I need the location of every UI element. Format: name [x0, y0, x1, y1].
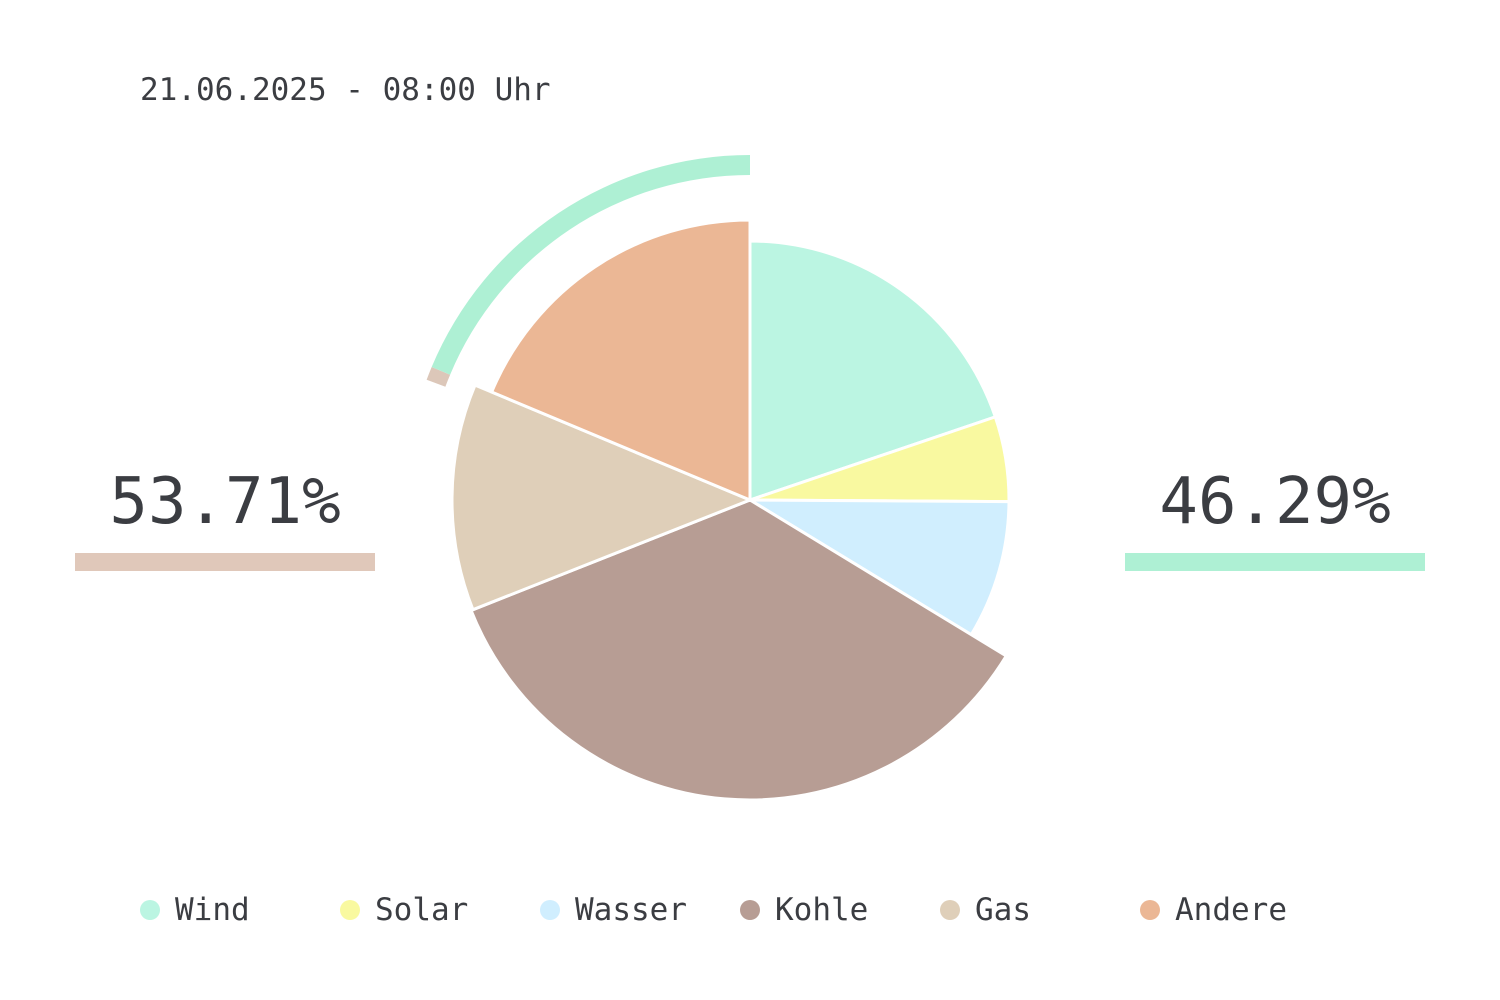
pie-slice-wind	[748, 239, 997, 502]
left-share-summary: 53.71%	[75, 462, 375, 571]
legend-label: Andere	[1175, 892, 1287, 928]
legend-swatch	[1140, 900, 1160, 920]
legend-label: Gas	[975, 892, 1031, 928]
timestamp-label: 21.06.2025 - 08:00 Uhr	[140, 72, 551, 108]
legend-swatch	[940, 900, 960, 920]
legend-item-solar: Solar	[340, 890, 468, 930]
pie-slice-wasser	[748, 498, 1011, 637]
legend-item-kohle: Kohle	[740, 890, 868, 930]
right-share-value: 46.29%	[1159, 465, 1391, 539]
right-share-summary: 46.29%	[1125, 462, 1425, 571]
legend-swatch	[340, 900, 360, 920]
outer-arc-andere	[431, 155, 750, 375]
left-share-bar	[75, 553, 375, 571]
outer-arc-gas	[426, 366, 451, 387]
right-share-bar	[1125, 553, 1425, 571]
legend-label: Solar	[375, 892, 469, 928]
left-share-value: 53.71%	[109, 465, 341, 539]
legend-label: Wasser	[575, 892, 687, 928]
legend-swatch	[740, 900, 760, 920]
pie-slice-andere	[490, 218, 752, 502]
legend: Wind Solar Wasser Kohle Gas Andere	[140, 890, 1360, 930]
legend-item-wind: Wind	[140, 890, 250, 930]
legend-item-gas: Gas	[940, 890, 1031, 930]
legend-label: Wind	[175, 892, 250, 928]
legend-item-wasser: Wasser	[540, 890, 687, 930]
legend-swatch	[140, 900, 160, 920]
legend-label: Kohle	[775, 892, 869, 928]
pie-slice-kohle	[469, 498, 1008, 802]
pie-slice-gas	[450, 383, 752, 612]
legend-item-andere: Andere	[1140, 890, 1287, 930]
legend-swatch	[540, 900, 560, 920]
